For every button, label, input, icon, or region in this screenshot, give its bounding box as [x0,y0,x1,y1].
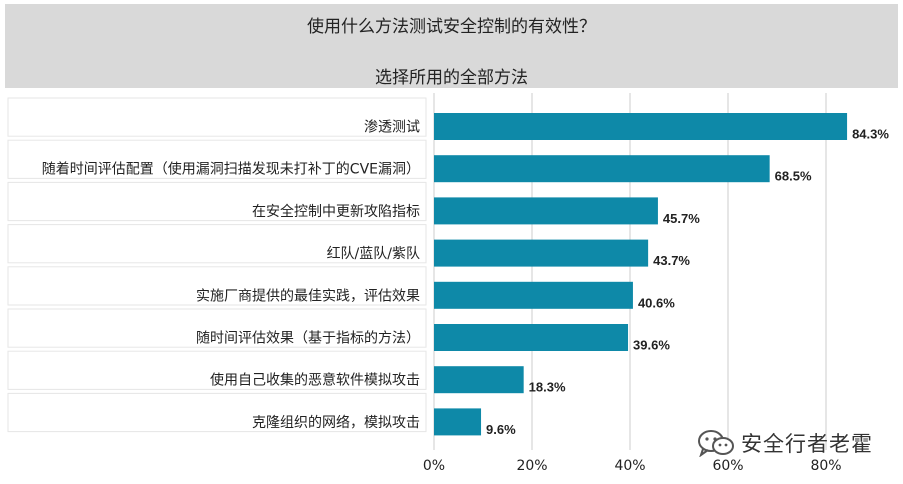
x-tick-label: 80% [810,458,841,474]
bar [434,408,482,436]
value-label: 39.6% [633,338,670,353]
category-label: 克隆组织的网络，模拟攻击 [252,415,420,431]
category-label: 实施厂商提供的最佳实践，评估效果 [196,288,420,304]
row-background [7,266,427,306]
x-tick-label: 0% [423,458,445,474]
row-background [7,350,427,390]
row-background [7,181,427,222]
bar [434,113,848,140]
watermark-text: 安全行者老霍 [741,432,873,456]
watermark: 安全行者老霍 [697,428,873,458]
category-label: 随时间评估效果（基于指标的方法） [196,330,420,347]
x-tick-label: 60% [712,458,743,474]
bar [434,155,770,183]
wechat-icon [698,430,734,457]
category-label: 红队/蓝队/紫队 [327,246,420,262]
row-backgrounds [7,97,427,433]
labels: 84.3% 渗透测试 68.5% 随着时间评估配置（使用漏洞扫描发现未打补丁的CVE漏… [42,120,890,437]
value-label: 9.6% [486,422,516,437]
bars [434,113,848,436]
chart-subtitle: 选择所用的全部方法 [375,68,528,88]
bar [434,239,649,267]
value-label: 18.3% [529,380,566,395]
value-label: 43.7% [653,253,690,268]
value-label: 40.6% [638,295,675,310]
row-background [7,97,427,137]
value-label: 45.7% [663,211,700,226]
bar [434,366,524,394]
gridlines [433,93,827,450]
row-background [7,224,427,264]
category-label: 随着时间评估配置（使用漏洞扫描发现未打补丁的CVE漏洞） [42,161,420,178]
x-tick-label: 40% [614,458,645,474]
x-axis-ticks: 0% 20% 40% 60% 80% [423,458,842,474]
bar [434,281,633,309]
category-label: 在安全控制中更新攻陷指标 [252,203,420,220]
category-label: 使用自己收集的恶意软件模拟攻击 [210,372,420,389]
value-label: 84.3% [852,127,889,142]
bar [434,324,629,351]
value-label: 68.5% [775,169,812,184]
chart-title: 使用什么方法测试安全控制的有效性？ [307,17,596,37]
bar [434,197,658,225]
x-tick-label: 20% [516,458,547,474]
category-label: 渗透测试 [364,120,420,136]
row-background [7,392,427,433]
row-background [7,308,427,348]
row-background [7,139,427,179]
chart-header: 使用什么方法测试安全控制的有效性？ 选择所用的全部方法 [5,4,898,88]
